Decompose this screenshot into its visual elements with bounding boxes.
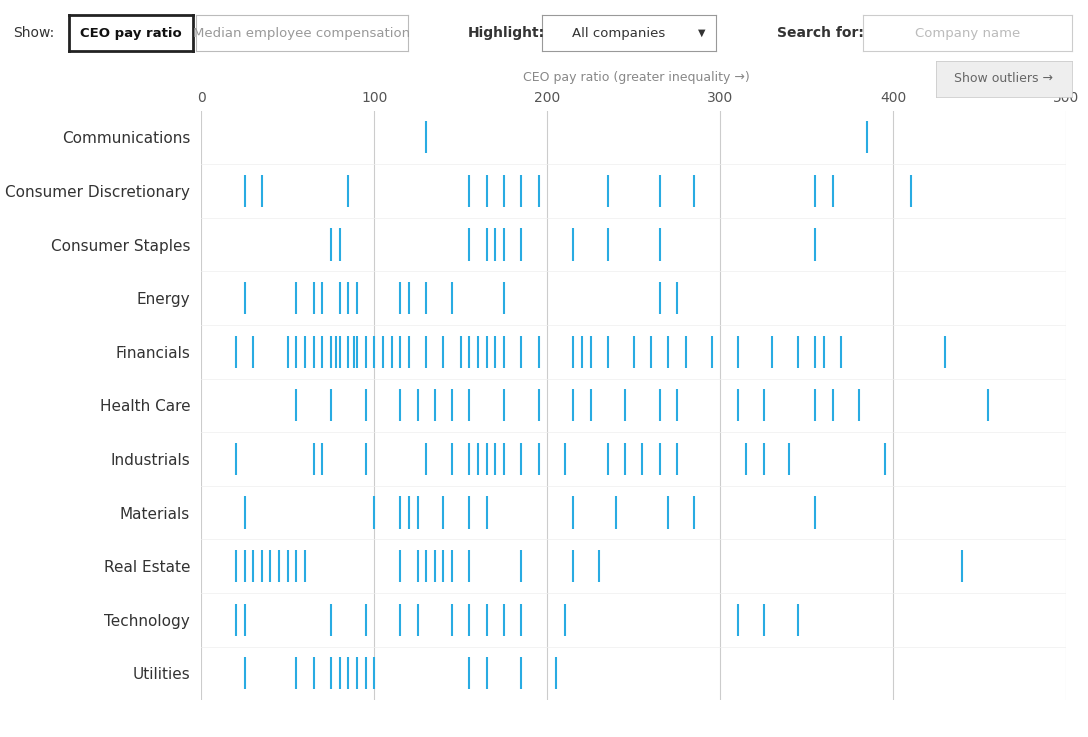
Text: ▼: ▼	[698, 28, 706, 38]
Text: Show:: Show:	[13, 27, 54, 40]
Text: Search for:: Search for:	[777, 27, 864, 40]
Text: All companies: All companies	[572, 27, 665, 40]
Text: Show outliers →: Show outliers →	[954, 72, 1053, 85]
Text: CEO pay ratio: CEO pay ratio	[79, 27, 182, 40]
Text: Company name: Company name	[915, 27, 1019, 40]
Text: CEO pay ratio (greater inequality →): CEO pay ratio (greater inequality →)	[523, 71, 750, 84]
Text: Highlight:: Highlight:	[468, 27, 545, 40]
Text: Median employee compensation: Median employee compensation	[194, 27, 410, 40]
